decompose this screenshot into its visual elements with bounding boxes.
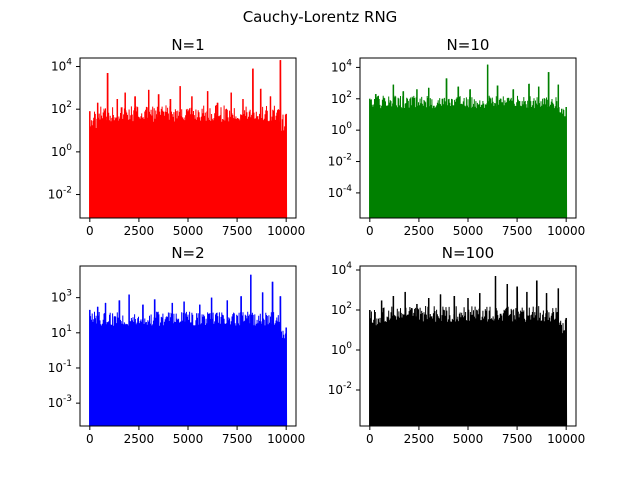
x-tick-label: 2500 xyxy=(124,224,155,238)
x-tick-label: 5000 xyxy=(453,432,484,446)
x-tick-label: 10000 xyxy=(547,432,585,446)
series-area xyxy=(369,64,568,219)
y-tick-label: 10-2 xyxy=(48,186,72,202)
subplot-title: N=100 xyxy=(442,244,494,262)
x-tick-label: 5000 xyxy=(453,224,484,238)
x-tick-label: 0 xyxy=(366,224,374,238)
y-tick-label: 102 xyxy=(331,301,352,317)
x-tick-label: 0 xyxy=(366,432,374,446)
x-tick-label: 10000 xyxy=(547,224,585,238)
x-tick-label: 5000 xyxy=(173,432,204,446)
x-tick-label: 10000 xyxy=(267,224,305,238)
subplot-title: N=2 xyxy=(171,244,204,262)
x-tick-label: 0 xyxy=(86,432,94,446)
y-tick-label: 102 xyxy=(51,100,72,116)
subplot-1: N=10 0 2500 5000 7500 10000 10-4 10-2 100 102 104 xyxy=(328,36,586,238)
y-tick-label: 10-2 xyxy=(328,153,352,169)
subplot-title: N=1 xyxy=(171,36,204,54)
y-tick-label: 101 xyxy=(51,324,72,340)
y-tick-label: 10-2 xyxy=(328,381,352,397)
x-tick-label: 2500 xyxy=(404,224,435,238)
subplot-0: N=1 0 2500 5000 7500 10000 10-2 100 102 104 xyxy=(48,36,306,238)
y-tick-label: 100 xyxy=(51,143,72,159)
x-tick-label: 7500 xyxy=(222,432,253,446)
x-tick-label: 0 xyxy=(86,224,94,238)
y-tick-label: 10-1 xyxy=(48,359,72,375)
x-tick-label: 5000 xyxy=(173,224,204,238)
series-area xyxy=(89,60,288,219)
y-tick-label: 100 xyxy=(331,121,352,137)
y-tick-label: 100 xyxy=(331,341,352,357)
y-tick-label: 104 xyxy=(331,261,352,277)
y-tick-label: 10-4 xyxy=(328,184,353,200)
x-tick-label: 7500 xyxy=(502,432,533,446)
subplot-3: N=100 0 2500 5000 7500 10000 10-2 100 102 104 xyxy=(328,244,586,446)
y-tick-label: 104 xyxy=(51,58,72,74)
x-tick-label: 2500 xyxy=(404,432,435,446)
subplot-title: N=10 xyxy=(447,36,490,54)
figure-suptitle: Cauchy-Lorentz RNG xyxy=(243,8,398,26)
x-tick-label: 7500 xyxy=(222,224,253,238)
subplot-2: N=2 0 2500 5000 7500 10000 10-3 10-1 101 103 xyxy=(48,244,306,446)
x-tick-label: 7500 xyxy=(502,224,533,238)
y-tick-label: 104 xyxy=(331,58,352,74)
y-tick-label: 102 xyxy=(331,90,352,106)
x-tick-label: 10000 xyxy=(267,432,305,446)
y-tick-label: 103 xyxy=(51,289,72,305)
x-tick-label: 2500 xyxy=(124,432,155,446)
y-tick-label: 10-3 xyxy=(48,394,72,410)
